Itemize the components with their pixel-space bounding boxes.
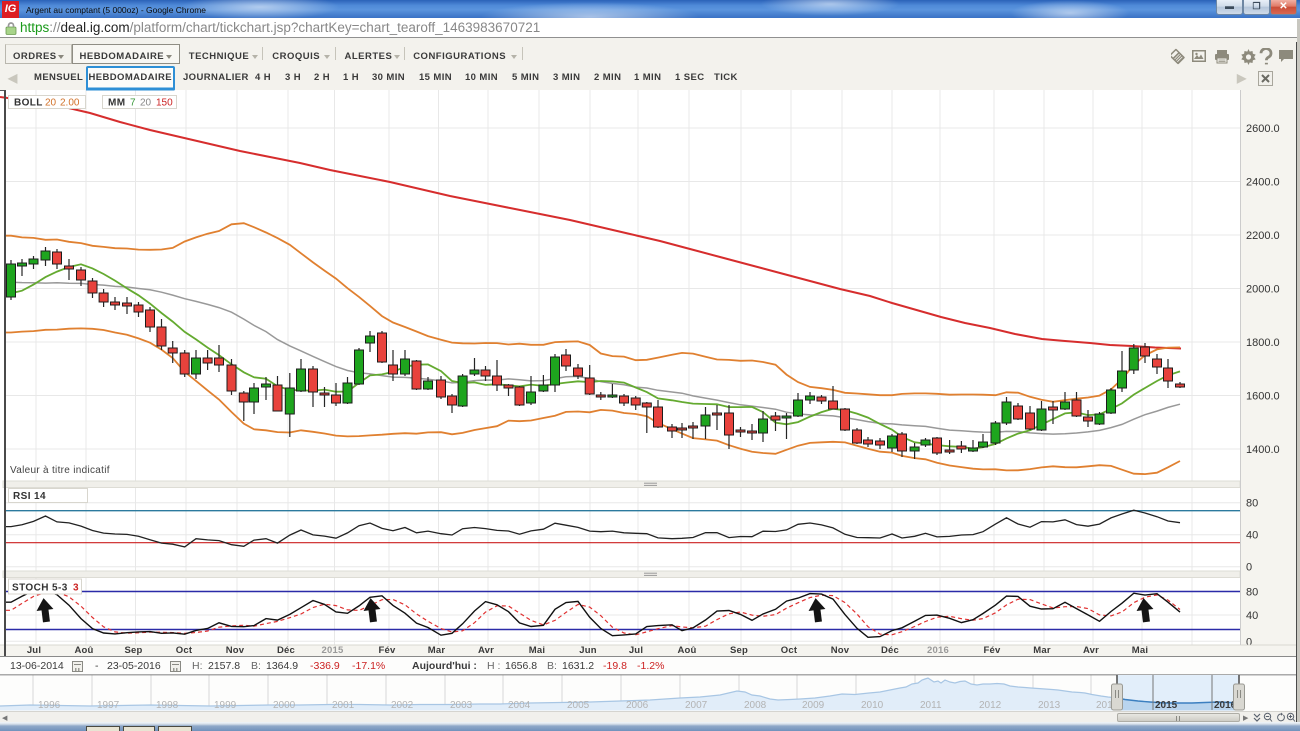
svg-text:2014: 2014 <box>1096 700 1119 711</box>
svg-text:2015: 2015 <box>322 645 344 656</box>
svg-text:0: 0 <box>1246 562 1252 574</box>
svg-text:Aoû: Aoû <box>677 645 696 656</box>
svg-text:2004: 2004 <box>508 700 531 711</box>
svg-text:Fév: Fév <box>984 645 1001 656</box>
svg-text:Oct: Oct <box>781 645 798 656</box>
svg-text:40: 40 <box>1246 610 1258 622</box>
svg-text:2200.0: 2200.0 <box>1246 230 1280 242</box>
svg-text:2012: 2012 <box>979 700 1002 711</box>
svg-text:Mar: Mar <box>428 645 446 656</box>
svg-text:2009: 2009 <box>802 700 825 711</box>
svg-text:1800.0: 1800.0 <box>1246 337 1280 349</box>
svg-text:2001: 2001 <box>332 700 355 711</box>
svg-text:40: 40 <box>1246 530 1258 542</box>
svg-text:Déc: Déc <box>881 645 899 656</box>
svg-text:1998: 1998 <box>156 700 179 711</box>
svg-text:20: 20 <box>45 98 57 109</box>
svg-text:Avr: Avr <box>478 645 494 656</box>
svg-text:2003: 2003 <box>450 700 473 711</box>
svg-text:2016: 2016 <box>1214 700 1237 711</box>
svg-text:MM: MM <box>108 98 125 109</box>
svg-text:Mai: Mai <box>529 645 545 656</box>
svg-text:Jul: Jul <box>27 645 41 656</box>
svg-text:BOLL: BOLL <box>14 98 43 109</box>
svg-text:1400.0: 1400.0 <box>1246 444 1280 456</box>
svg-text:1996: 1996 <box>38 700 61 711</box>
svg-text:2016: 2016 <box>927 645 949 656</box>
svg-text:2007: 2007 <box>685 700 708 711</box>
svg-text:2600.0: 2600.0 <box>1246 123 1280 135</box>
svg-text:Déc: Déc <box>277 645 295 656</box>
svg-text:2006: 2006 <box>626 700 649 711</box>
svg-text:RSI 14: RSI 14 <box>13 491 46 502</box>
svg-text:2013: 2013 <box>1038 700 1061 711</box>
svg-text:Aoû: Aoû <box>74 645 93 656</box>
svg-text:3: 3 <box>73 583 79 594</box>
svg-text:Valeur à titre indicatif: Valeur à titre indicatif <box>10 465 110 476</box>
svg-text:2.00: 2.00 <box>60 98 80 109</box>
svg-text:1997: 1997 <box>97 700 120 711</box>
svg-text:Nov: Nov <box>831 645 850 656</box>
svg-text:80: 80 <box>1246 498 1258 510</box>
svg-text:Mar: Mar <box>1033 645 1051 656</box>
svg-text:2000.0: 2000.0 <box>1246 284 1280 296</box>
svg-text:150: 150 <box>156 98 173 109</box>
svg-text:2008: 2008 <box>744 700 767 711</box>
svg-text:1600.0: 1600.0 <box>1246 391 1280 403</box>
svg-text:2005: 2005 <box>567 700 590 711</box>
svg-text:Sep: Sep <box>124 645 142 656</box>
svg-text:Jul: Jul <box>629 645 643 656</box>
svg-text:Nov: Nov <box>226 645 245 656</box>
svg-text:20: 20 <box>140 98 152 109</box>
svg-text:2011: 2011 <box>920 700 942 711</box>
svg-text:2000: 2000 <box>273 700 296 711</box>
svg-text:2015: 2015 <box>1155 700 1178 711</box>
svg-text:Sep: Sep <box>730 645 748 656</box>
svg-text:Jun: Jun <box>579 645 597 656</box>
svg-text:80: 80 <box>1246 586 1258 598</box>
svg-text:Avr: Avr <box>1083 645 1099 656</box>
svg-text:2010: 2010 <box>861 700 884 711</box>
svg-text:2002: 2002 <box>391 700 414 711</box>
svg-text:STOCH 5-3: STOCH 5-3 <box>12 583 68 594</box>
svg-text:7: 7 <box>130 98 136 109</box>
svg-text:Fév: Fév <box>379 645 396 656</box>
svg-text:Mai: Mai <box>1132 645 1148 656</box>
svg-text:2400.0: 2400.0 <box>1246 177 1280 189</box>
svg-text:0: 0 <box>1246 636 1252 648</box>
svg-text:Oct: Oct <box>176 645 193 656</box>
svg-text:1999: 1999 <box>214 700 237 711</box>
